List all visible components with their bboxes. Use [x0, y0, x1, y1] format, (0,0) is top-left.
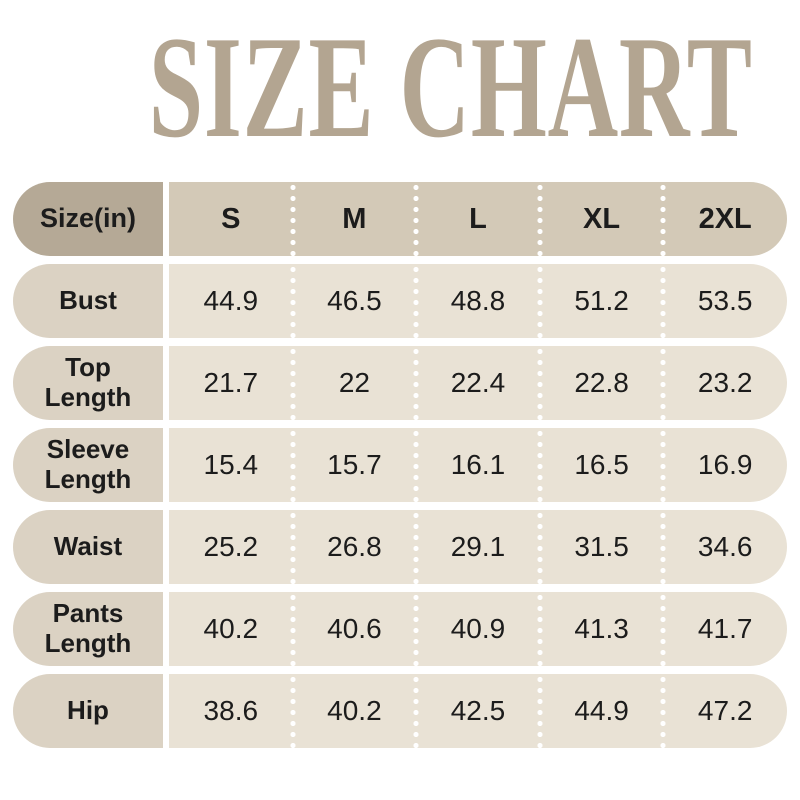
value-cell: 16.9	[697, 449, 753, 480]
column-header-2xl: 2XL	[698, 202, 752, 235]
row-label-cell: Sleeve Length	[13, 428, 163, 502]
table-row-sleeve-length: Sleeve Length 15.4 15.7 16.1 16.5 16.9	[13, 428, 787, 502]
value-cell: 22.8	[574, 367, 629, 398]
value-cell: 34.6	[697, 531, 753, 562]
column-header-l: L	[469, 202, 487, 235]
value-cell: 25.2	[203, 531, 259, 562]
size-table: Size(in) S M L XL 2XL Bust 44.9 46.5	[13, 182, 787, 748]
value-cell: 46.5	[327, 285, 382, 316]
value-cell: 51.2	[574, 285, 629, 316]
value-cell: 22	[338, 367, 370, 398]
header-values-band: S M L XL 2XL	[169, 182, 787, 256]
value-cell: 41.7	[697, 613, 753, 644]
value-cell: 23.2	[697, 367, 753, 398]
corner-label: Size(in)	[39, 203, 136, 234]
value-cell: 53.5	[697, 285, 753, 316]
row-label-cell: Hip	[13, 674, 163, 748]
row-values-band: 21.7 22 22.4 22.8 23.2	[169, 346, 787, 420]
row-label: Sleeve Length	[44, 434, 132, 494]
table-row-waist: Waist 25.2 26.8 29.1 31.5 34.6	[13, 510, 787, 584]
table-header-row: Size(in) S M L XL 2XL	[13, 182, 787, 256]
value-cell: 40.2	[203, 613, 259, 644]
value-cell: 16.5	[574, 449, 629, 480]
table-row-hip: Hip 38.6 40.2 42.5 44.9 47.2	[13, 674, 787, 748]
row-values-band: 25.2 26.8 29.1 31.5 34.6	[169, 510, 787, 584]
column-header-s: S	[221, 202, 241, 235]
column-header-m: M	[342, 202, 367, 235]
value-cell: 31.5	[574, 531, 629, 562]
row-label: Bust	[59, 285, 117, 316]
value-cell: 40.2	[327, 695, 382, 726]
value-cell: 15.7	[327, 449, 382, 480]
value-cell: 16.1	[450, 449, 506, 480]
value-cell: 15.4	[203, 449, 259, 480]
row-values-band: 44.9 46.5 48.8 51.2 53.5	[169, 264, 787, 338]
value-cell: 21.7	[203, 367, 259, 398]
row-values-band: 40.2 40.6 40.9 41.3 41.7	[169, 592, 787, 666]
row-label-cell: Bust	[13, 264, 163, 338]
value-cell: 40.9	[450, 613, 506, 644]
column-header-xl: XL	[583, 202, 621, 235]
value-cell: 42.5	[450, 695, 506, 726]
table-row-bust: Bust 44.9 46.5 48.8 51.2 53.5	[13, 264, 787, 338]
row-label-cell: Top Length	[13, 346, 163, 420]
row-label: Top Length	[44, 352, 132, 412]
corner-label-cell: Size(in)	[13, 182, 163, 256]
value-cell: 22.4	[450, 367, 506, 398]
page-title-area: SIZE CHART	[0, 0, 800, 166]
value-cell: 38.6	[203, 695, 259, 726]
page-title: SIZE CHART	[148, 6, 753, 168]
value-cell: 40.6	[327, 613, 382, 644]
table-row-pants-length: Pants Length 40.2 40.6 40.9 41.3 41.7	[13, 592, 787, 666]
value-cell: 47.2	[697, 695, 753, 726]
row-label: Pants Length	[44, 598, 132, 658]
row-values-band: 15.4 15.7 16.1 16.5 16.9	[169, 428, 787, 502]
row-label: Hip	[67, 695, 109, 726]
value-cell: 29.1	[450, 531, 506, 562]
value-cell: 48.8	[450, 285, 506, 316]
row-label: Waist	[53, 531, 123, 562]
value-cell: 44.9	[203, 285, 259, 316]
value-cell: 26.8	[327, 531, 382, 562]
value-cell: 44.9	[574, 695, 629, 726]
row-label-cell: Waist	[13, 510, 163, 584]
value-cell: 41.3	[574, 613, 629, 644]
table-row-top-length: Top Length 21.7 22 22.4 22.8 23.2	[13, 346, 787, 420]
row-label-cell: Pants Length	[13, 592, 163, 666]
row-values-band: 38.6 40.2 42.5 44.9 47.2	[169, 674, 787, 748]
